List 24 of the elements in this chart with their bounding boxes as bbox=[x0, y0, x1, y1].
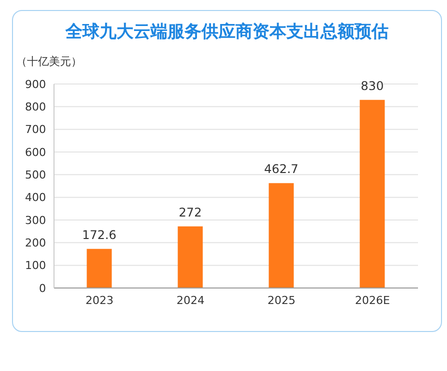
bar bbox=[360, 100, 385, 288]
x-tick-label: 2025 bbox=[268, 294, 296, 307]
bar bbox=[86, 248, 112, 288]
bar bbox=[268, 183, 294, 288]
chart-title: 全球九大云端服务供应商资本支出总额预估 bbox=[64, 21, 390, 43]
x-tick-label: 2023 bbox=[86, 294, 114, 307]
x-tick-label: 2026E bbox=[355, 294, 390, 307]
y-tick-label: 600 bbox=[25, 146, 46, 159]
y-tick-label: 0 bbox=[39, 282, 46, 295]
y-tick-label: 200 bbox=[25, 236, 46, 250]
y-axis-title: （十亿美元） bbox=[16, 54, 82, 69]
y-tick-label: 700 bbox=[25, 123, 46, 136]
y-tick-label: 100 bbox=[25, 259, 46, 272]
y-tick-label: 300 bbox=[25, 214, 46, 227]
y-tick-label: 500 bbox=[25, 168, 46, 182]
data-label: 172.6 bbox=[82, 228, 116, 242]
data-label: 462.7 bbox=[264, 162, 298, 176]
data-label: 830 bbox=[360, 78, 384, 93]
y-tick-label: 800 bbox=[25, 100, 46, 114]
y-tick-label: 900 bbox=[25, 78, 46, 91]
y-tick-label: 400 bbox=[25, 191, 46, 204]
bar bbox=[178, 226, 203, 288]
data-label: 272 bbox=[178, 205, 202, 220]
x-tick-label: 2024 bbox=[176, 294, 204, 307]
